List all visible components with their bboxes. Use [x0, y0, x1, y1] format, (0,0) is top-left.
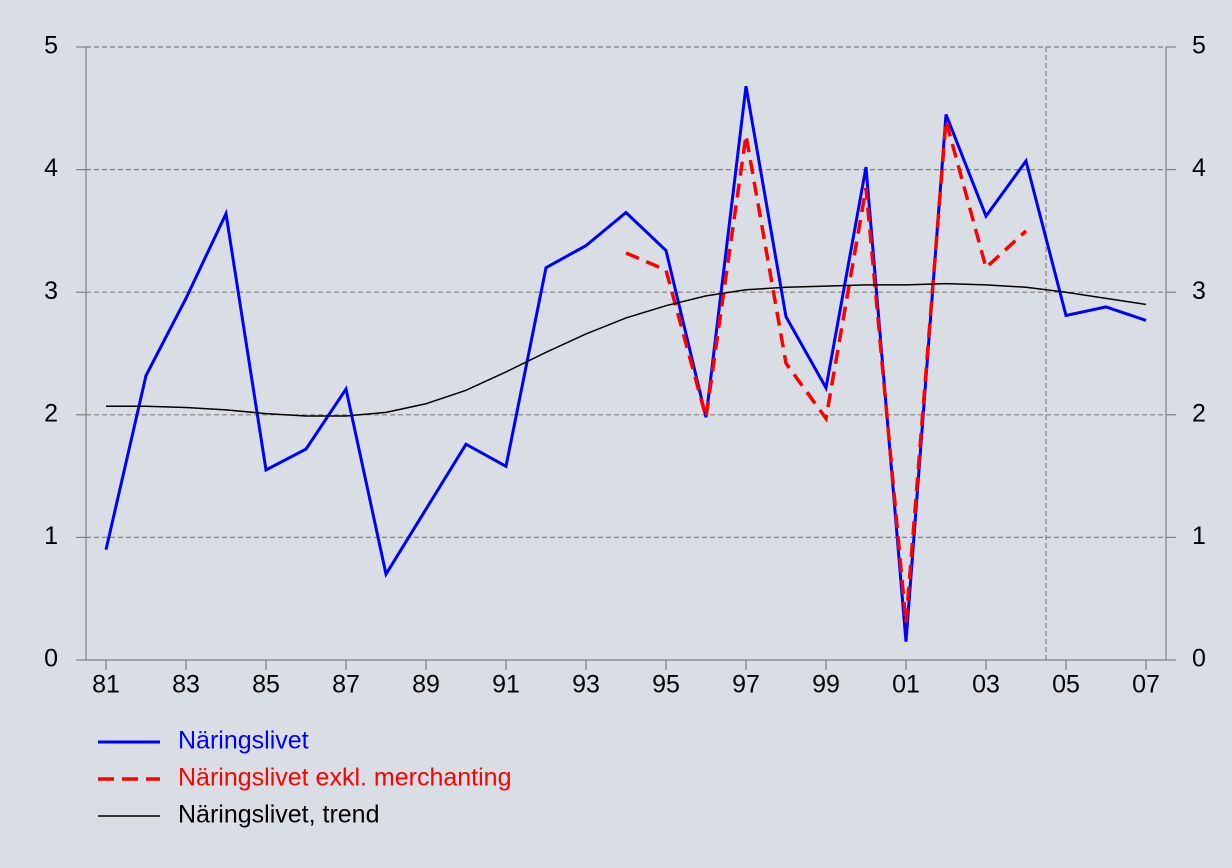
y-tick-label: 3	[44, 277, 58, 305]
series-line	[106, 282, 1147, 417]
x-tick-label: 89	[412, 671, 440, 699]
x-tick-label: 95	[652, 671, 680, 699]
y2-tick-label: 1	[1192, 522, 1206, 550]
y-tick-label: 2	[44, 399, 58, 427]
series-line	[104, 85, 1147, 642]
x-tick-label: 81	[92, 671, 120, 699]
x-tick-label: 85	[252, 671, 280, 699]
legend-label: Näringslivet exkl. merchanting	[178, 764, 511, 792]
legend-label: Näringslivet	[178, 727, 309, 755]
x-tick-label: 83	[172, 671, 200, 699]
x-tick-label: 91	[492, 671, 520, 699]
y2-tick-label: 4	[1192, 154, 1206, 182]
x-tick-label: 87	[332, 671, 360, 699]
y2-tick-label: 0	[1192, 645, 1206, 673]
legend-label: Näringslivet, trend	[178, 801, 379, 829]
y-tick-label: 4	[44, 154, 58, 182]
x-tick-label: 07	[1132, 671, 1160, 699]
y2-tick-label: 3	[1192, 277, 1206, 305]
x-tick-label: 97	[732, 671, 760, 699]
y-tick-label: 1	[44, 522, 58, 550]
y2-tick-label: 2	[1192, 399, 1206, 427]
x-tick-label: 03	[972, 671, 1000, 699]
x-tick-label: 93	[572, 671, 600, 699]
x-tick-label: 01	[892, 671, 920, 699]
y-tick-label: 5	[44, 32, 58, 60]
y-tick-label: 0	[44, 645, 58, 673]
x-tick-label: 99	[812, 671, 840, 699]
y2-tick-label: 5	[1192, 32, 1206, 60]
series-line	[625, 120, 1028, 624]
x-tick-label: 05	[1052, 671, 1080, 699]
